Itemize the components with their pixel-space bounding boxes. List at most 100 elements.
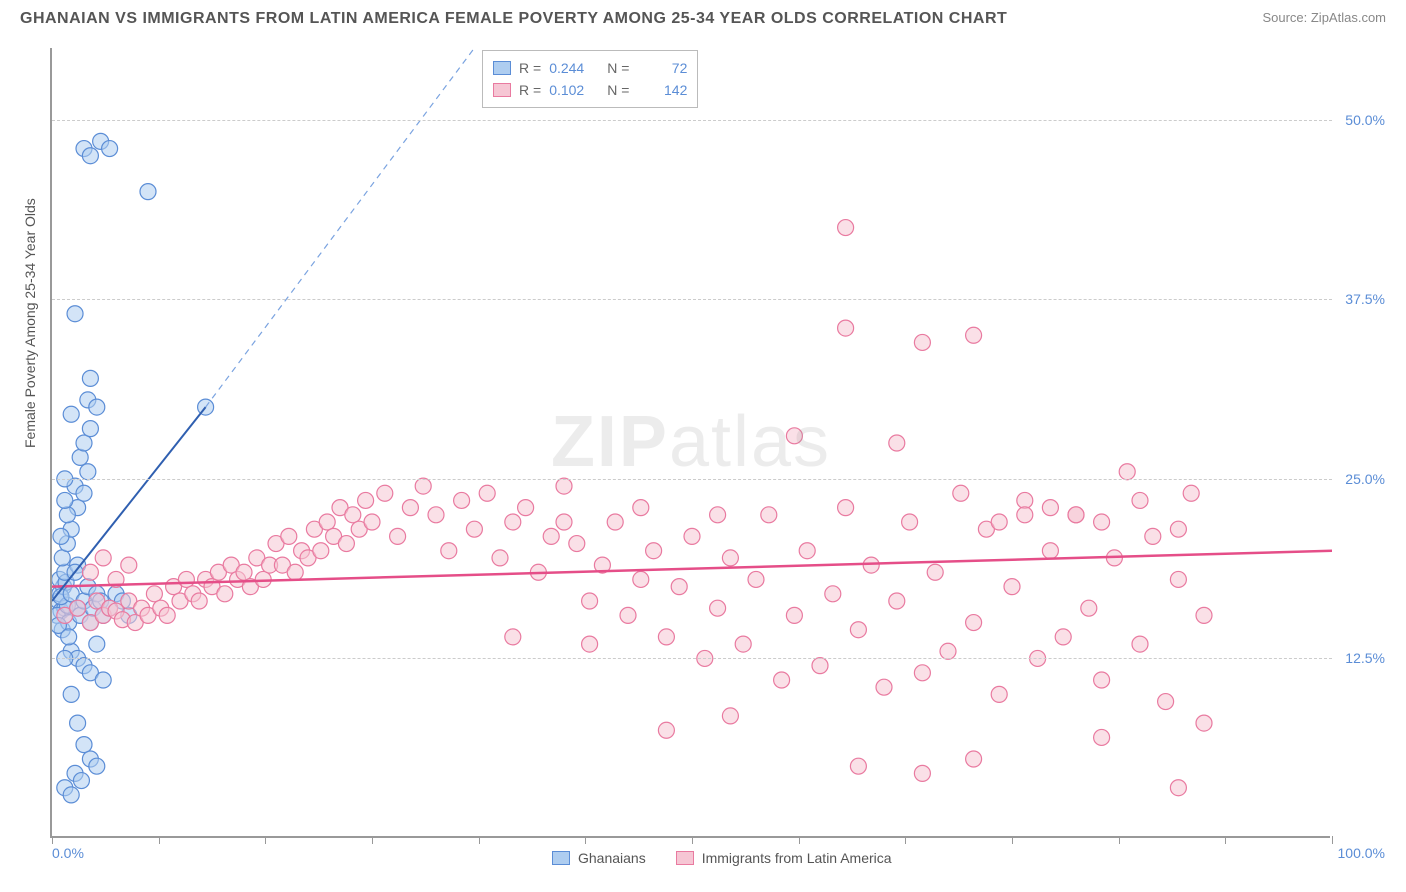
data-point bbox=[217, 586, 233, 602]
data-point bbox=[54, 550, 70, 566]
data-point bbox=[633, 500, 649, 516]
x-axis-start: 0.0% bbox=[52, 845, 84, 861]
data-point bbox=[1094, 729, 1110, 745]
legend-n-label: N = bbox=[607, 79, 629, 101]
data-point bbox=[902, 514, 918, 530]
data-point bbox=[966, 751, 982, 767]
x-tick bbox=[1119, 836, 1120, 844]
data-point bbox=[82, 148, 98, 164]
data-point bbox=[838, 220, 854, 236]
data-point bbox=[582, 636, 598, 652]
data-point bbox=[914, 765, 930, 781]
data-point bbox=[646, 543, 662, 559]
data-point bbox=[402, 500, 418, 516]
data-point bbox=[658, 722, 674, 738]
x-tick bbox=[692, 836, 693, 844]
data-point bbox=[774, 672, 790, 688]
legend-r-label: R = bbox=[519, 79, 541, 101]
data-point bbox=[70, 600, 86, 616]
legend-r-label: R = bbox=[519, 57, 541, 79]
data-point bbox=[825, 586, 841, 602]
legend-n-label: N = bbox=[607, 57, 629, 79]
chart-frame: ZIPatlas R =0.244N =72R =0.102N =142 Gha… bbox=[50, 48, 1390, 838]
x-tick bbox=[905, 836, 906, 844]
data-point bbox=[492, 550, 508, 566]
data-point bbox=[1170, 780, 1186, 796]
data-point bbox=[620, 607, 636, 623]
data-point bbox=[786, 428, 802, 444]
data-point bbox=[658, 629, 674, 645]
data-point bbox=[966, 615, 982, 631]
data-point bbox=[479, 485, 495, 501]
data-point bbox=[850, 758, 866, 774]
data-point bbox=[1119, 464, 1135, 480]
legend-r-value: 0.102 bbox=[549, 79, 599, 101]
data-point bbox=[607, 514, 623, 530]
legend-r-value: 0.244 bbox=[549, 57, 599, 79]
data-point bbox=[57, 492, 73, 508]
data-point bbox=[1158, 694, 1174, 710]
data-point bbox=[1183, 485, 1199, 501]
legend-n-value: 72 bbox=[637, 57, 687, 79]
x-axis-end: 100.0% bbox=[1338, 845, 1385, 861]
data-point bbox=[582, 593, 598, 609]
x-tick bbox=[799, 836, 800, 844]
x-tick bbox=[1012, 836, 1013, 844]
legend-swatch bbox=[493, 61, 511, 75]
data-point bbox=[72, 449, 88, 465]
data-point bbox=[1068, 507, 1084, 523]
data-point bbox=[710, 507, 726, 523]
data-point bbox=[377, 485, 393, 501]
source-label: Source: ZipAtlas.com bbox=[1262, 10, 1386, 25]
legend-n-value: 142 bbox=[637, 79, 687, 101]
legend-row: R = 0.244 N = 72 bbox=[493, 57, 687, 79]
data-point bbox=[338, 536, 354, 552]
data-point bbox=[1042, 500, 1058, 516]
x-tick bbox=[1225, 836, 1226, 844]
data-point bbox=[140, 184, 156, 200]
plot-area: ZIPatlas R =0.244N =72R =0.102N =142 Gha… bbox=[50, 48, 1330, 838]
data-point bbox=[1017, 492, 1033, 508]
data-point bbox=[914, 334, 930, 350]
data-point bbox=[1132, 492, 1148, 508]
legend-label: Ghanaians bbox=[578, 850, 646, 866]
data-point bbox=[1055, 629, 1071, 645]
gridline-h bbox=[52, 299, 1332, 300]
data-point bbox=[89, 758, 105, 774]
x-tick bbox=[265, 836, 266, 844]
data-point bbox=[82, 421, 98, 437]
data-point bbox=[914, 665, 930, 681]
data-point bbox=[70, 715, 86, 731]
x-tick bbox=[479, 836, 480, 844]
data-point bbox=[281, 528, 297, 544]
data-point bbox=[415, 478, 431, 494]
data-point bbox=[76, 485, 92, 501]
gridline-h bbox=[52, 479, 1332, 480]
data-point bbox=[63, 787, 79, 803]
correlation-legend: R = 0.244 N = 72 R = 0.102 N = 142 bbox=[482, 50, 698, 108]
data-point bbox=[1094, 514, 1110, 530]
data-point bbox=[556, 514, 572, 530]
data-point bbox=[364, 514, 380, 530]
data-point bbox=[319, 514, 335, 530]
data-point bbox=[76, 737, 92, 753]
data-point bbox=[543, 528, 559, 544]
data-point bbox=[876, 679, 892, 695]
data-point bbox=[178, 571, 194, 587]
data-point bbox=[466, 521, 482, 537]
x-tick bbox=[159, 836, 160, 844]
data-point bbox=[1132, 636, 1148, 652]
y-tick-label: 50.0% bbox=[1345, 112, 1385, 128]
data-point bbox=[505, 629, 521, 645]
data-point bbox=[684, 528, 700, 544]
data-point bbox=[313, 543, 329, 559]
data-point bbox=[1017, 507, 1033, 523]
scatter-svg bbox=[52, 48, 1332, 838]
data-point bbox=[146, 586, 162, 602]
x-tick bbox=[1332, 836, 1333, 844]
data-point bbox=[1170, 571, 1186, 587]
data-point bbox=[82, 564, 98, 580]
gridline-h bbox=[52, 658, 1332, 659]
data-point bbox=[1145, 528, 1161, 544]
data-point bbox=[735, 636, 751, 652]
